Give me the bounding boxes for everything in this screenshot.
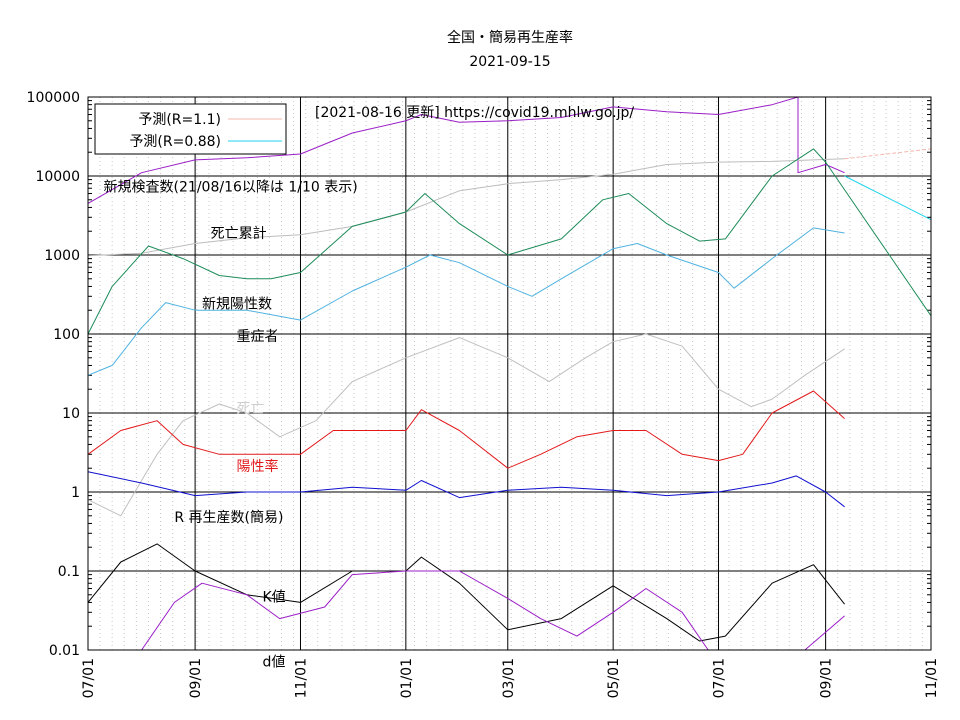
- y-tick-label: 100: [53, 327, 80, 343]
- series-line-8: [141, 570, 845, 651]
- x-tick-label: 11/01: [293, 658, 309, 698]
- x-tick-label: 09/01: [188, 658, 204, 698]
- annotation-label-2: 新規陽性数: [202, 297, 272, 313]
- annotation-label-0: 新規検査数(21/08/16以降は 1/10 表示): [104, 179, 358, 195]
- x-tick-label: 01/01: [399, 658, 415, 698]
- legend-label-r-1-1: 予測(R=1.1): [138, 112, 221, 128]
- annotation-label-4: 死亡: [237, 401, 265, 417]
- annotation-label-8: d値: [262, 654, 285, 670]
- source-note: [2021-08-16 更新] https://covid19.mhlw.go.…: [315, 105, 634, 121]
- axis-layer: 0.01 0.1 1 10 100 1000 10000 100000 07/01 09/01 11…: [27, 90, 940, 698]
- y-tick-label: 10000: [35, 169, 80, 185]
- y-tick-label: 0.01: [49, 643, 80, 659]
- annotation-label-3: 重症者: [237, 329, 279, 345]
- y-tick-label: 10: [62, 406, 80, 422]
- chart-title: 全国・簡易再生産率: [447, 29, 573, 46]
- annotation-label-5: 陽性率: [237, 458, 279, 475]
- y-tick-label: 1000: [44, 248, 80, 264]
- series-line-10: [844, 175, 932, 221]
- legend-label-r-0-88: 予測(R=0.88): [129, 134, 221, 150]
- x-tick-label: 03/01: [501, 658, 517, 698]
- series-line-3: [87, 227, 845, 376]
- annotation-layer: 新規検査数(21/08/16以降は 1/10 表示) 死亡累計新規陽性数重症者死亡…: [104, 179, 358, 670]
- annotation-label-7: K値: [262, 590, 285, 606]
- series-line-9: [844, 148, 932, 160]
- chart-subtitle: 2021-09-15: [469, 54, 550, 70]
- series-line-6: [87, 471, 845, 508]
- legend-box: [94, 103, 287, 155]
- series-line-4: [87, 333, 845, 517]
- x-tick-label: 07/01: [81, 658, 97, 698]
- x-tick-label: 09/01: [819, 658, 835, 698]
- x-tick-label: 05/01: [606, 658, 622, 698]
- x-tick-label: 11/01: [924, 658, 940, 698]
- series-line-2: [87, 148, 932, 335]
- legend: 予測(R=1.1) 予測(R=0.88): [94, 103, 287, 155]
- series-line-5: [87, 390, 845, 469]
- series-layer: [87, 96, 932, 651]
- y-tick-label: 1: [71, 485, 80, 501]
- y-tick-label: 0.1: [58, 564, 80, 580]
- annotation-label-6: R 再生産数(簡易): [174, 510, 283, 526]
- y-tick-label: 100000: [27, 90, 80, 106]
- x-tick-label: 07/01: [712, 658, 728, 698]
- plot-frame: [87, 96, 932, 651]
- annotation-label-1: 死亡累計: [211, 226, 267, 242]
- series-line-7: [87, 543, 845, 642]
- series-line-1: [87, 158, 845, 257]
